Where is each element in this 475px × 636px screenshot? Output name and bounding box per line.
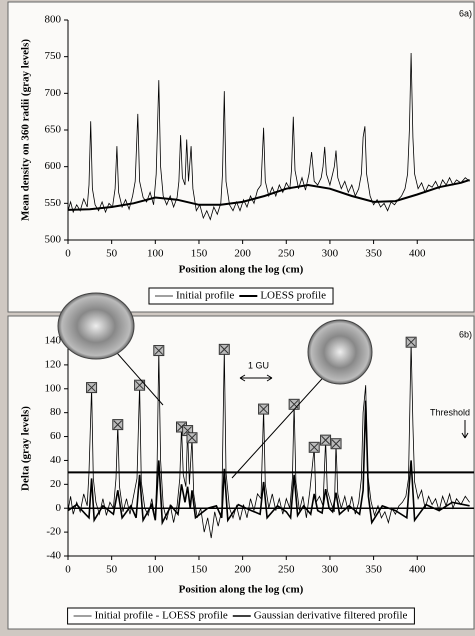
- x-tick-label: 150: [191, 564, 208, 576]
- x-axis-label: Position along the log (cm): [179, 584, 304, 596]
- y-tick-label: 0: [56, 502, 62, 514]
- x-tick-label: 50: [106, 248, 118, 260]
- legend: Initial profile - LOESS profile Gaussian …: [67, 607, 415, 625]
- x-tick-label: 50: [106, 564, 118, 576]
- x-tick-label: 200: [234, 248, 251, 260]
- x-tick-label: 250: [278, 248, 295, 260]
- x-tick-label: 300: [322, 248, 339, 260]
- annotation: 1 GU: [248, 360, 269, 370]
- y-tick-label: 40: [50, 454, 62, 466]
- panel-label: 6b): [459, 329, 472, 339]
- x-tick-label: 0: [65, 248, 71, 260]
- pointer-line: [109, 344, 164, 406]
- y-tick-label: 60: [50, 430, 62, 442]
- peak-marker-cross: [321, 435, 330, 445]
- peak-marker-cross: [87, 383, 96, 392]
- y-tick-label: 700: [45, 87, 62, 99]
- legend: Initial profile LOESS profile: [148, 287, 334, 305]
- x-tick-label: 400: [409, 248, 426, 260]
- y-tick-label: 140: [45, 335, 62, 347]
- peak-marker-cross: [259, 404, 268, 414]
- peak-marker-cross: [187, 433, 197, 443]
- legend-label: Initial profile: [176, 290, 234, 302]
- peak-marker-cross: [331, 439, 341, 449]
- x-axis-label: Position along the log (cm): [179, 264, 304, 276]
- y-tick-label: 500: [45, 234, 62, 246]
- x-tick-label: 350: [365, 248, 382, 260]
- log-section-image: [307, 319, 373, 385]
- legend-label: Initial profile - LOESS profile: [95, 610, 228, 622]
- y-tick-label: 800: [45, 14, 62, 26]
- x-tick-label: 100: [147, 564, 164, 576]
- peak-marker-cross: [113, 420, 123, 429]
- gu-arrow: [239, 374, 273, 382]
- y-tick-label: -40: [46, 550, 61, 562]
- y-axis-label: Delta (gray levels): [20, 406, 32, 491]
- y-tick-label: 80: [50, 406, 62, 418]
- threshold-arrow: [461, 420, 469, 439]
- legend-label: LOESS profile: [260, 290, 326, 302]
- y-tick-label: 550: [45, 197, 62, 209]
- y-tick-label: 650: [45, 124, 62, 136]
- peak-marker-cross: [135, 380, 144, 390]
- x-tick-label: 200: [234, 564, 251, 576]
- y-tick-label: 600: [45, 160, 62, 172]
- panel-label: 6a): [459, 8, 472, 18]
- y-tick-label: 120: [45, 358, 62, 370]
- y-tick-label: 100: [45, 382, 62, 394]
- log-section-image: [57, 292, 135, 360]
- y-tick-label: 20: [50, 478, 62, 490]
- pointer-line: [231, 369, 331, 479]
- series-line: [67, 400, 470, 526]
- series-line: [67, 342, 470, 539]
- series-line: [67, 52, 470, 221]
- x-tick-label: 400: [409, 564, 426, 576]
- x-tick-label: 100: [147, 248, 164, 260]
- legend-label: Gaussian derivative filtered profile: [254, 610, 408, 622]
- peak-marker-cross: [309, 442, 319, 452]
- peak-marker-cross: [219, 345, 229, 354]
- x-tick-label: 250: [278, 564, 295, 576]
- peak-marker-cross: [154, 346, 164, 355]
- y-axis-label: Mean density on 360 radii (gray levels): [20, 39, 32, 221]
- peak-marker-cross: [406, 337, 416, 347]
- y-tick-label: -20: [46, 526, 61, 538]
- series-line: [67, 178, 470, 211]
- x-tick-label: 0: [65, 564, 71, 576]
- x-tick-label: 350: [365, 564, 382, 576]
- x-tick-label: 150: [191, 248, 208, 260]
- annotation: Threshold: [430, 407, 470, 417]
- y-tick-label: 750: [45, 50, 62, 62]
- panel-a: [7, 1, 475, 313]
- x-tick-label: 300: [322, 564, 339, 576]
